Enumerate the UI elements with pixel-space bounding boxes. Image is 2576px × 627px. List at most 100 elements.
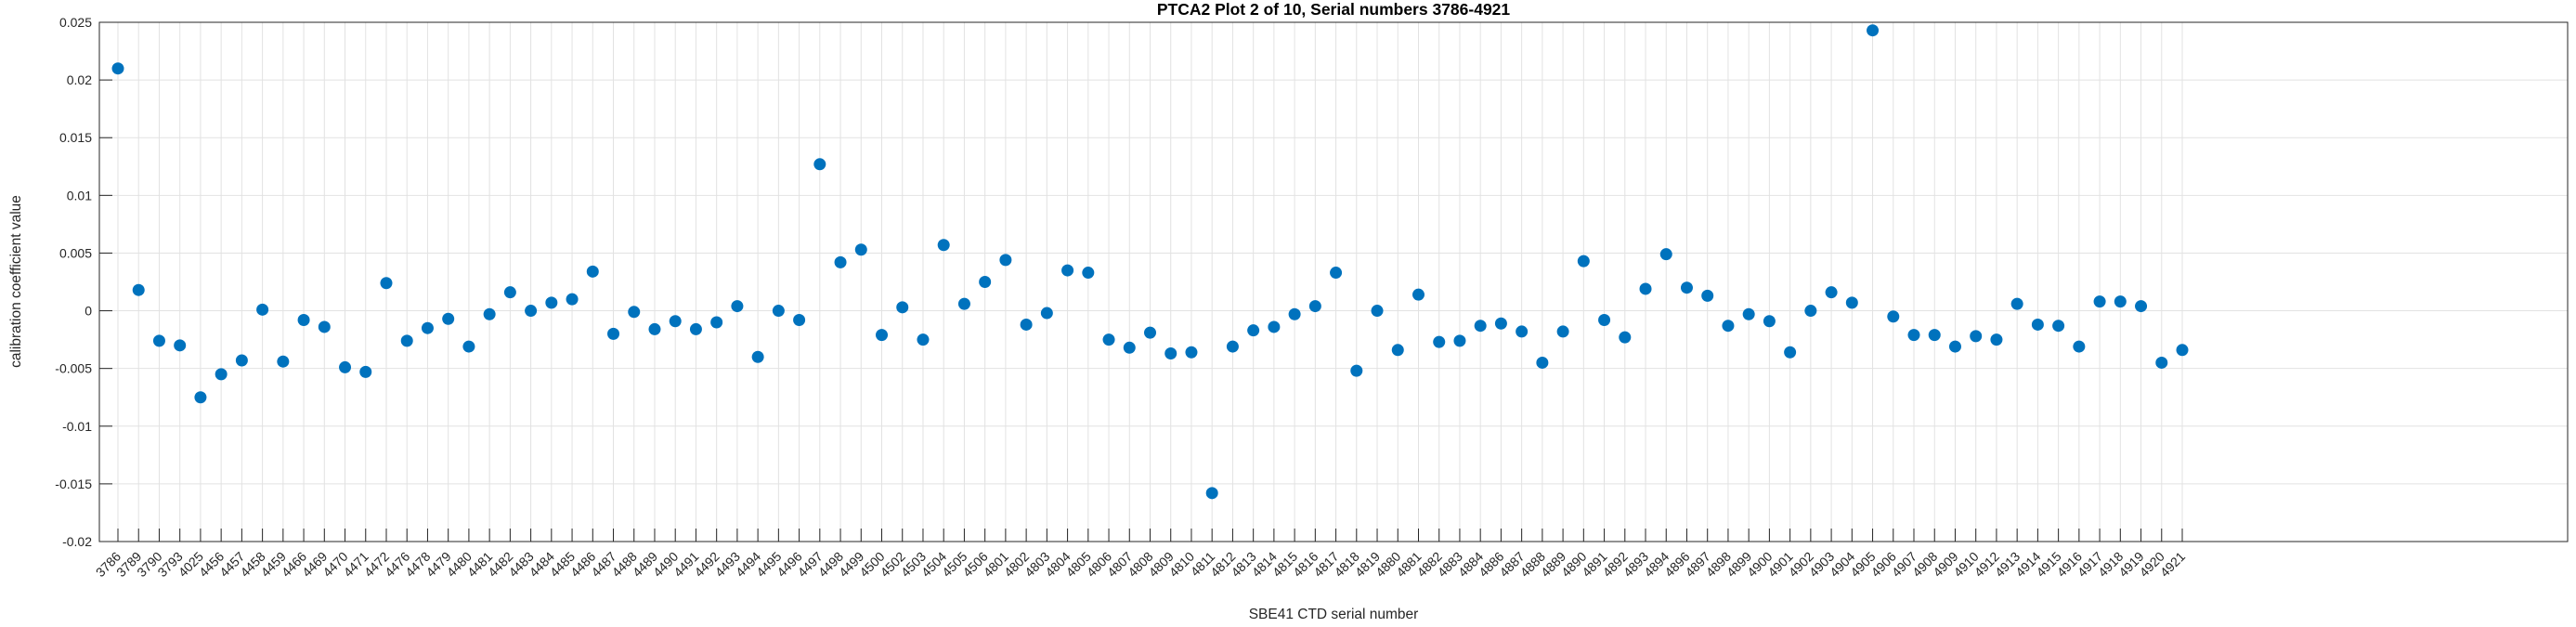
x-tick-label: 4921	[2157, 549, 2188, 580]
data-point	[1804, 305, 1817, 318]
data-point	[876, 329, 889, 342]
data-point	[648, 322, 661, 335]
data-point	[1639, 282, 1652, 295]
data-point	[1784, 346, 1797, 359]
data-point	[525, 305, 538, 318]
y-tick-label: 0.015	[59, 130, 92, 145]
data-point	[1040, 307, 1053, 320]
data-point	[483, 307, 496, 320]
data-point	[1680, 281, 1693, 294]
data-point	[586, 265, 599, 278]
y-tick-label: -0.01	[62, 419, 92, 434]
data-point	[2135, 300, 2148, 313]
data-point	[2031, 318, 2044, 331]
data-point	[1516, 325, 1529, 338]
plot-box	[98, 21, 2569, 542]
data-point	[937, 239, 950, 252]
data-point	[1556, 325, 1569, 338]
data-point	[1247, 324, 1260, 337]
data-point	[1164, 347, 1177, 360]
data-point	[1763, 315, 1776, 328]
data-point	[1907, 329, 1920, 342]
data-point	[1887, 310, 1900, 323]
data-point	[194, 391, 207, 404]
data-point	[1123, 341, 1136, 354]
data-point	[503, 286, 516, 299]
data-point	[1205, 487, 1218, 500]
data-point	[442, 312, 455, 325]
data-point	[277, 355, 290, 368]
data-point	[421, 321, 434, 334]
data-point	[2073, 340, 2086, 353]
data-point	[1061, 264, 1074, 277]
data-point	[111, 62, 124, 75]
data-point	[2010, 297, 2023, 310]
x-axis-label: SBE41 CTD serial number	[1249, 607, 1419, 622]
y-tick-label: 0.02	[67, 72, 92, 87]
data-point	[772, 305, 785, 318]
y-tick-label: 0.025	[59, 15, 92, 30]
label-layer: 0.025 0.02 0.015 0.01 0.005 0 -0.005 -0.01 -0.01…	[55, 15, 2188, 580]
data-point	[1268, 320, 1281, 333]
data-point	[1742, 307, 1755, 320]
data-point	[1970, 330, 1983, 343]
data-point	[793, 313, 806, 326]
data-point	[566, 293, 579, 306]
data-point	[1350, 364, 1363, 377]
data-point	[2155, 356, 2168, 369]
data-point	[1825, 286, 1838, 299]
data-point	[834, 255, 847, 268]
data-point	[1536, 356, 1549, 369]
y-tick-label: 0.005	[59, 245, 92, 260]
tick-layer	[99, 21, 2183, 542]
data-point	[359, 365, 372, 378]
data-point	[1474, 320, 1487, 333]
data-point	[1928, 329, 1941, 342]
data-point	[751, 350, 764, 363]
scatter-series	[111, 24, 2189, 500]
data-point	[854, 243, 867, 256]
data-point	[1371, 305, 1384, 318]
data-point	[896, 301, 909, 314]
data-point	[710, 316, 723, 329]
data-point	[1598, 313, 1611, 326]
data-point	[1619, 331, 1632, 344]
data-point	[339, 360, 352, 373]
data-point	[1185, 346, 1198, 359]
data-point	[1308, 300, 1321, 313]
data-point	[1433, 335, 1446, 348]
data-point	[957, 297, 970, 310]
data-point	[813, 158, 826, 171]
data-point	[1494, 317, 1507, 330]
data-point	[669, 315, 682, 328]
data-point	[1453, 334, 1466, 347]
data-point	[1722, 320, 1735, 333]
grid-layer	[99, 22, 2568, 542]
data-point	[2052, 320, 2065, 333]
data-point	[731, 300, 744, 313]
data-point	[1288, 307, 1301, 320]
data-point	[318, 320, 331, 333]
data-point	[174, 339, 187, 352]
data-point	[1990, 333, 2003, 346]
data-point	[917, 333, 930, 346]
data-point	[1102, 333, 1115, 346]
data-point	[1867, 24, 1880, 37]
data-point	[380, 277, 393, 290]
data-point	[1226, 340, 1239, 353]
data-point	[2093, 295, 2106, 308]
data-point	[1330, 267, 1343, 280]
data-point	[215, 368, 228, 381]
y-tick-label: -0.005	[55, 361, 92, 376]
y-tick-label: -0.015	[55, 477, 92, 491]
y-tick-label: 0	[85, 304, 92, 319]
data-point	[607, 327, 620, 340]
chart-title: PTCA2 Plot 2 of 10, Serial numbers 3786-…	[1157, 0, 1511, 19]
data-point	[256, 303, 269, 316]
data-point	[1701, 289, 1714, 302]
data-point	[628, 306, 641, 319]
data-point	[1144, 326, 1156, 339]
data-point	[979, 276, 992, 288]
